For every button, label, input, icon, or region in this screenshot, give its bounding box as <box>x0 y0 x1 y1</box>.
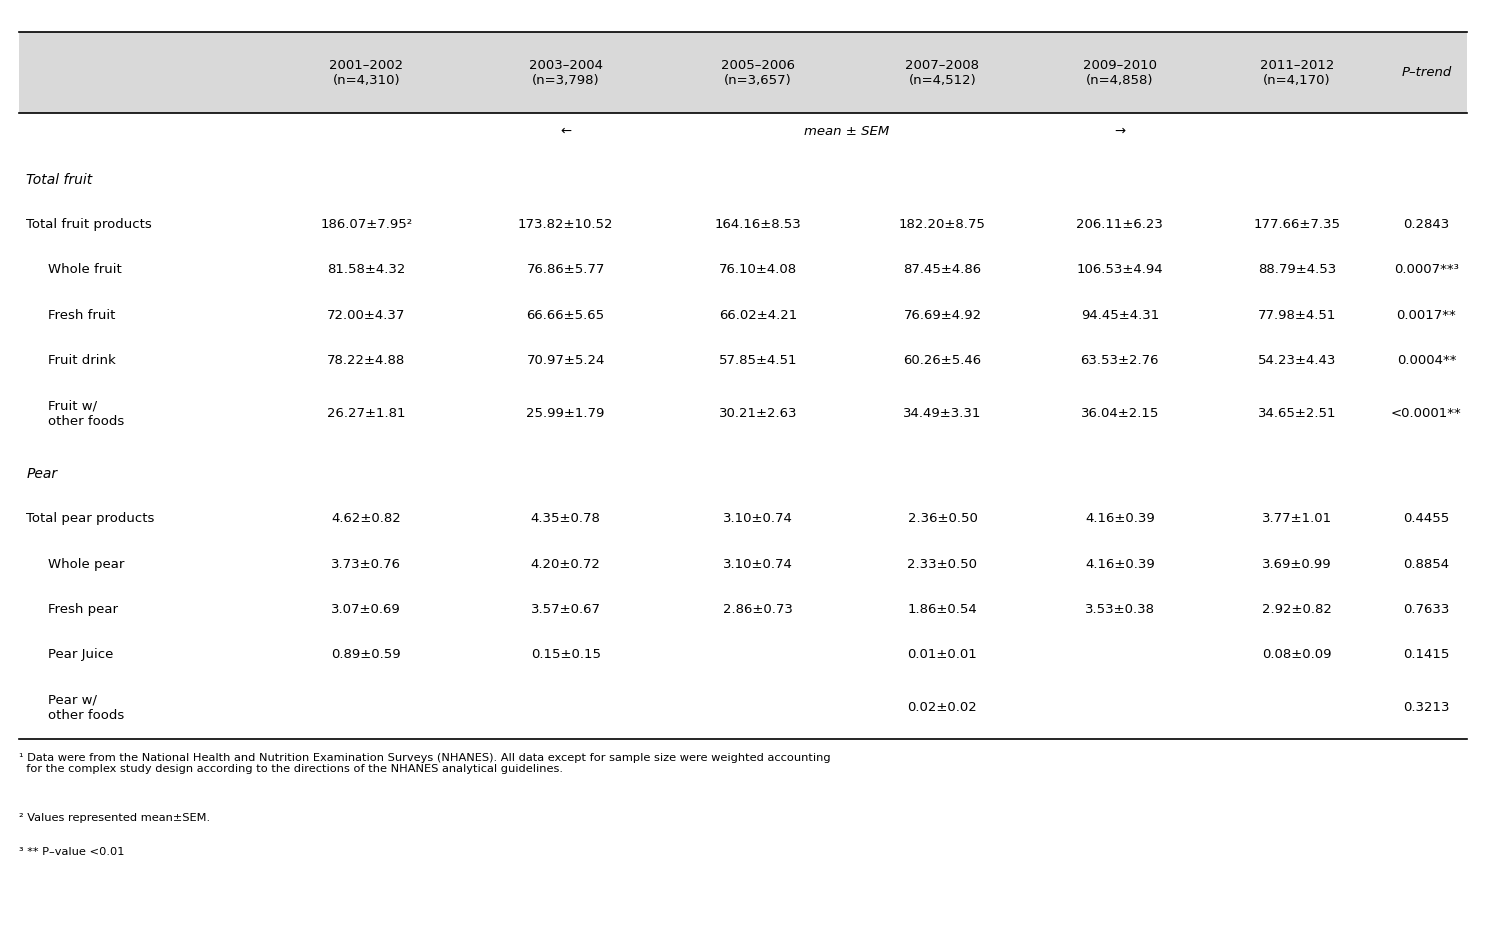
Text: 177.66±7.35: 177.66±7.35 <box>1254 218 1340 231</box>
Text: 2007–2008
(n=4,512): 2007–2008 (n=4,512) <box>905 59 979 87</box>
Text: 34.65±2.51: 34.65±2.51 <box>1257 407 1336 420</box>
Text: ¹ Data were from the National Health and Nutrition Examination Surveys (NHANES).: ¹ Data were from the National Health and… <box>19 752 831 774</box>
Text: 4.16±0.39: 4.16±0.39 <box>1085 557 1155 571</box>
Text: Whole pear: Whole pear <box>49 557 125 571</box>
Text: 2005–2006
(n=3,657): 2005–2006 (n=3,657) <box>721 59 795 87</box>
Text: 2003–2004
(n=3,798): 2003–2004 (n=3,798) <box>529 59 603 87</box>
Text: ² Values represented mean±SEM.: ² Values represented mean±SEM. <box>19 813 210 823</box>
Text: 54.23±4.43: 54.23±4.43 <box>1259 354 1336 367</box>
Text: 4.62±0.82: 4.62±0.82 <box>331 513 401 525</box>
Text: 76.10±4.08: 76.10±4.08 <box>719 263 796 277</box>
Text: 2001–2002
(n=4,310): 2001–2002 (n=4,310) <box>328 59 403 87</box>
Text: 78.22±4.88: 78.22±4.88 <box>327 354 406 367</box>
Text: 0.8854: 0.8854 <box>1403 557 1449 571</box>
Text: →: → <box>1114 125 1125 138</box>
Text: Total pear products: Total pear products <box>27 513 155 525</box>
Text: 2009–2010
(n=4,858): 2009–2010 (n=4,858) <box>1083 59 1156 87</box>
Text: ←: ← <box>560 125 571 138</box>
Text: 0.01±0.01: 0.01±0.01 <box>908 649 978 661</box>
Text: 3.77±1.01: 3.77±1.01 <box>1262 513 1331 525</box>
Text: 0.2843: 0.2843 <box>1403 218 1449 231</box>
Text: 106.53±4.94: 106.53±4.94 <box>1076 263 1164 277</box>
Text: 3.73±0.76: 3.73±0.76 <box>331 557 401 571</box>
Text: 164.16±8.53: 164.16±8.53 <box>715 218 801 231</box>
Text: 2.33±0.50: 2.33±0.50 <box>908 557 978 571</box>
Text: 2011–2012
(n=4,170): 2011–2012 (n=4,170) <box>1260 59 1334 87</box>
Text: 3.07±0.69: 3.07±0.69 <box>331 603 401 616</box>
Text: P–trend: P–trend <box>1401 66 1452 79</box>
Text: 0.02±0.02: 0.02±0.02 <box>908 702 978 714</box>
Text: Pear: Pear <box>27 467 58 480</box>
Text: 87.45±4.86: 87.45±4.86 <box>903 263 982 277</box>
Text: 76.69±4.92: 76.69±4.92 <box>903 309 982 321</box>
Text: 94.45±4.31: 94.45±4.31 <box>1080 309 1159 321</box>
Text: 66.02±4.21: 66.02±4.21 <box>719 309 796 321</box>
Text: <0.0001**: <0.0001** <box>1391 407 1462 420</box>
Text: 57.85±4.51: 57.85±4.51 <box>719 354 796 367</box>
Text: 0.0004**: 0.0004** <box>1397 354 1456 367</box>
Text: 88.79±4.53: 88.79±4.53 <box>1259 263 1336 277</box>
Text: Fruit w/
other foods: Fruit w/ other foods <box>49 399 125 428</box>
Text: 1.86±0.54: 1.86±0.54 <box>908 603 978 616</box>
Text: Fresh fruit: Fresh fruit <box>49 309 116 321</box>
Text: 76.86±5.77: 76.86±5.77 <box>526 263 605 277</box>
Text: 4.20±0.72: 4.20±0.72 <box>531 557 600 571</box>
Text: 70.97±5.24: 70.97±5.24 <box>526 354 605 367</box>
Text: 186.07±7.95²: 186.07±7.95² <box>319 218 412 231</box>
Text: Fruit drink: Fruit drink <box>49 354 116 367</box>
Bar <box>19 32 1467 112</box>
Text: 2.36±0.50: 2.36±0.50 <box>908 513 978 525</box>
Text: 2.86±0.73: 2.86±0.73 <box>722 603 792 616</box>
Text: 0.7633: 0.7633 <box>1403 603 1450 616</box>
Text: 3.57±0.67: 3.57±0.67 <box>531 603 600 616</box>
Text: 66.66±5.65: 66.66±5.65 <box>526 309 605 321</box>
Text: mean ± SEM: mean ± SEM <box>804 125 889 138</box>
Text: 0.1415: 0.1415 <box>1403 649 1450 661</box>
Text: ³ ** P–value <0.01: ³ ** P–value <0.01 <box>19 847 125 857</box>
Text: 0.89±0.59: 0.89±0.59 <box>331 649 401 661</box>
Text: 60.26±5.46: 60.26±5.46 <box>903 354 982 367</box>
Text: 3.69±0.99: 3.69±0.99 <box>1262 557 1331 571</box>
Text: 63.53±2.76: 63.53±2.76 <box>1080 354 1159 367</box>
Text: 36.04±2.15: 36.04±2.15 <box>1080 407 1159 420</box>
Text: 0.08±0.09: 0.08±0.09 <box>1263 649 1331 661</box>
Text: Pear Juice: Pear Juice <box>49 649 114 661</box>
Text: 206.11±6.23: 206.11±6.23 <box>1076 218 1164 231</box>
Text: 173.82±10.52: 173.82±10.52 <box>519 218 614 231</box>
Text: 0.15±0.15: 0.15±0.15 <box>531 649 600 661</box>
Text: 2.92±0.82: 2.92±0.82 <box>1262 603 1331 616</box>
Text: 81.58±4.32: 81.58±4.32 <box>327 263 406 277</box>
Text: 182.20±8.75: 182.20±8.75 <box>899 218 985 231</box>
Text: Fresh pear: Fresh pear <box>49 603 119 616</box>
Text: 34.49±3.31: 34.49±3.31 <box>903 407 982 420</box>
Text: Whole fruit: Whole fruit <box>49 263 122 277</box>
Text: 0.4455: 0.4455 <box>1403 513 1449 525</box>
Text: Total fruit: Total fruit <box>27 172 92 186</box>
Text: 3.53±0.38: 3.53±0.38 <box>1085 603 1155 616</box>
Text: 26.27±1.81: 26.27±1.81 <box>327 407 406 420</box>
Text: 72.00±4.37: 72.00±4.37 <box>327 309 406 321</box>
Text: 3.10±0.74: 3.10±0.74 <box>722 557 792 571</box>
Text: 25.99±1.79: 25.99±1.79 <box>526 407 605 420</box>
Text: Total fruit products: Total fruit products <box>27 218 152 231</box>
Text: 3.10±0.74: 3.10±0.74 <box>722 513 792 525</box>
Text: 0.0007**³: 0.0007**³ <box>1394 263 1459 277</box>
Text: 30.21±2.63: 30.21±2.63 <box>719 407 796 420</box>
Text: 4.16±0.39: 4.16±0.39 <box>1085 513 1155 525</box>
Text: 77.98±4.51: 77.98±4.51 <box>1259 309 1336 321</box>
Text: 4.35±0.78: 4.35±0.78 <box>531 513 600 525</box>
Text: 0.0017**: 0.0017** <box>1397 309 1456 321</box>
Text: Pear w/
other foods: Pear w/ other foods <box>49 694 125 722</box>
Text: 0.3213: 0.3213 <box>1403 702 1450 714</box>
